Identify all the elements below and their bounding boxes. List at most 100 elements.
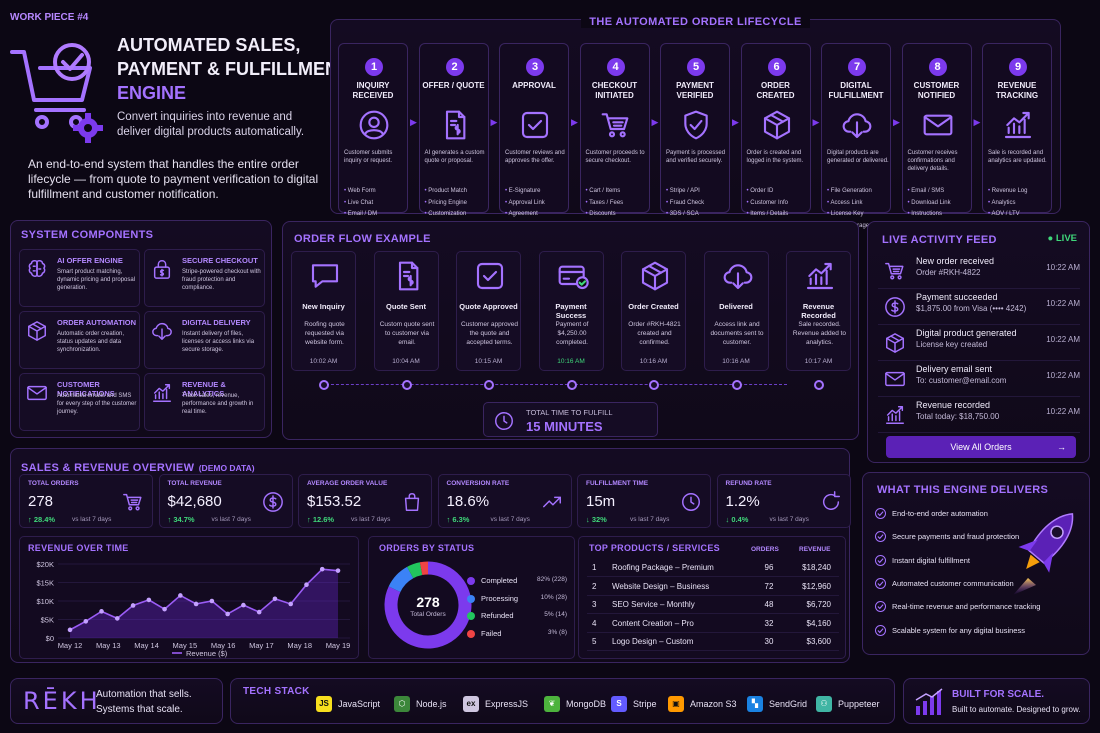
feed-item[interactable]: Payment succeeded $1,875.00 from Visa (••… — [878, 290, 1080, 325]
step-description: Customer receives confirmations and deli… — [907, 150, 958, 172]
revenue-chart-title: REVENUE OVER TIME — [28, 543, 129, 553]
kpi-change: ↑ 12.6% — [307, 515, 335, 524]
step-number: 3 — [526, 58, 544, 76]
nodejs-icon: ⬡ — [394, 696, 410, 712]
step-number: 7 — [848, 58, 866, 76]
kpi-card: REFUND RATE 1.2% ↓ 0.4% vs last 7 days — [716, 474, 851, 528]
component-card: CUSTOMER NOTIFICATIONS Automated emails a… — [19, 373, 140, 431]
shield-check-icon — [684, 110, 708, 140]
y-tick-label: $20K — [36, 560, 54, 569]
feed-item-title: Digital product generated — [916, 328, 1017, 338]
status-value: 5% (14) — [544, 611, 567, 618]
product-orders: 96 — [764, 563, 774, 572]
step-title: APPROVAL — [512, 81, 556, 90]
clock-icon — [495, 412, 513, 430]
timeline-dot — [401, 380, 412, 390]
flow-step-card: Quote Sent Custom quote sent to customer … — [373, 251, 439, 371]
product-revenue: $12,960 — [802, 581, 831, 591]
flow-step-card: New Inquiry Roofing quote requested via w… — [291, 251, 356, 371]
kpi-label: REFUND RATE — [725, 480, 772, 487]
status-name: Refunded — [481, 611, 514, 620]
feed-item[interactable]: New order received Order #RKH-4822 10:22 A… — [878, 254, 1080, 289]
product-orders: 32 — [764, 618, 774, 628]
demo-data-note: (DEMO DATA) — [198, 463, 255, 473]
status-name: Processing — [481, 593, 519, 603]
flow-step-title: New Inquiry — [302, 302, 345, 311]
step-description: Sale is recorded and analytics are updat… — [988, 150, 1047, 164]
dollar-circle-icon — [262, 492, 283, 512]
stripe-icon: S — [611, 696, 627, 712]
feed-item[interactable]: Revenue recorded Total today: $18,750.00 1… — [878, 398, 1080, 433]
revenue-area-chart: $0 $5K $10K $15K $20K May 12 May 13 May 14 May 1… — [36, 560, 350, 658]
feed-item[interactable]: Delivery email sent To: customer@email.co… — [878, 362, 1080, 397]
box-icon — [28, 321, 46, 341]
delivers-item-text: End-to-end order automation — [892, 509, 988, 518]
step-description: Customer reviews and approves the offer. — [505, 150, 565, 164]
status-color-dot — [467, 594, 475, 603]
order-flow-panel: ORDER FLOW EXAMPLE New Inquiry Roofing qu… — [282, 221, 859, 440]
tagline-line-2: Systems that scale. — [96, 704, 183, 715]
product-orders: 72 — [764, 581, 774, 591]
total-time-box: TOTAL TIME TO FULFILL 15 MINUTES — [483, 402, 658, 437]
lifecycle-step: 8 CUSTOMER NOTIFIED Customer receives conf… — [901, 43, 972, 229]
kpi-value: 1.2% — [725, 493, 760, 510]
step-title: INQUIRY RECEIVED — [352, 81, 394, 100]
step-number: 8 — [928, 58, 947, 76]
step-detail-item: Pricing Engine — [425, 198, 489, 210]
feed-item-time: 10:22 AM — [1046, 335, 1080, 344]
feed-item[interactable]: Digital product generated License key cre… — [878, 326, 1080, 361]
feed-item-title: Delivery email sent — [916, 364, 993, 374]
mail-icon — [923, 114, 952, 136]
lifecycle-step: 1 INQUIRY RECEIVED Customer submits inquir… — [338, 43, 408, 229]
component-title: ORDER AUTOMATION — [57, 318, 137, 327]
revenue-series-line — [69, 568, 339, 631]
kpi-label: AVERAGE ORDER VALUE — [307, 480, 388, 487]
kpi-change: ↑ 6.3% — [446, 515, 470, 524]
feed-item-subtitle: License key created — [916, 340, 988, 349]
step-arrow-icon: ▶ — [571, 117, 578, 127]
kpi-comparison-label: vs last 7 days — [769, 516, 809, 523]
status-chart-title: ORDERS BY STATUS — [379, 543, 475, 553]
feed-item-subtitle: Total today: $18,750.00 — [916, 412, 1000, 421]
cloud-download-icon — [723, 264, 752, 290]
component-description: Smart product matching, dynamic pricing … — [57, 269, 136, 291]
flow-step-card: Delivered Access link and documents sent … — [703, 251, 769, 371]
flow-step-title: Payment Success — [555, 302, 587, 320]
step-description: Payment is processed and verified secure… — [666, 150, 726, 164]
feed-item-subtitle: To: customer@email.com — [916, 376, 1007, 385]
view-all-orders-button[interactable]: View All Orders → — [886, 436, 1076, 458]
revenue-data-point — [304, 582, 309, 588]
order-lifecycle-panel: THE AUTOMATED ORDER LIFECYCLE 1 INQUIRY R… — [330, 16, 1061, 229]
component-title: SECURE CHECKOUT — [182, 256, 258, 265]
timeline-dot — [814, 380, 824, 390]
cloud-download-icon — [152, 322, 172, 340]
kpi-comparison-label: vs last 7 days — [490, 516, 530, 523]
delivers-item-text: Scalable system for any digital business — [892, 625, 1025, 635]
product-name: Content Creation – Pro — [612, 618, 694, 628]
donut-slice — [384, 561, 472, 649]
table-row: 3 SEO Service – Monthly 48 $6,720 — [587, 596, 839, 614]
check-circle-icon — [875, 577, 886, 589]
revenue-data-point — [319, 566, 325, 572]
x-tick-label: May 17 — [249, 641, 274, 650]
growth-chart-icon — [806, 262, 834, 290]
product-name: SEO Service – Monthly — [612, 600, 695, 609]
lifecycle-step: 3 APPROVAL Customer reviews and approves t… — [499, 43, 569, 229]
kpi-card: AVERAGE ORDER VALUE $153.52 ↑ 12.6% vs last… — [298, 474, 432, 528]
bag-icon — [404, 493, 420, 511]
kpi-change: ↓ 32% — [586, 515, 607, 524]
tech-name: ExpressJS — [485, 699, 529, 709]
step-number: 5 — [687, 58, 705, 76]
step-description: Customer submits inquiry or request. — [344, 150, 393, 164]
revenue-data-point — [67, 627, 73, 633]
flow-step-description: Sale recorded. Revenue added to analytic… — [792, 321, 847, 346]
product-rank: 4 — [592, 618, 597, 628]
brand-logo: RĒKH — [23, 687, 101, 715]
status-color-dot — [467, 629, 475, 638]
orders-by-status-chart: ORDERS BY STATUS 278 Total Orders Comple… — [368, 536, 575, 659]
status-legend-row: Refunded 5% (14) — [467, 610, 567, 624]
cart-icon — [885, 262, 904, 280]
step-number: 2 — [445, 58, 464, 76]
step-title: REVENUE TRACKING — [995, 81, 1039, 100]
kpi-label: CONVERSION RATE — [446, 480, 510, 487]
